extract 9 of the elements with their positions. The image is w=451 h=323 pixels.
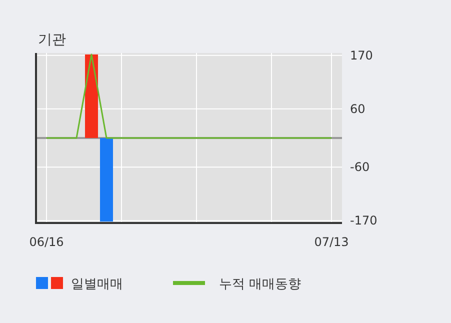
x-tick-label: 07/13 <box>314 235 349 249</box>
legend-label: 누적 매매동향 <box>219 277 302 292</box>
y-tick-label: -60 <box>350 160 370 174</box>
chart-title: 기관 <box>38 32 66 48</box>
x-tick-label: 06/16 <box>29 235 64 249</box>
y-tick-label: 60 <box>350 102 366 116</box>
legend-label: 일별매매 <box>71 277 123 292</box>
y-tick-label: 170 <box>350 48 373 62</box>
y-tick-label: -170 <box>350 214 378 228</box>
